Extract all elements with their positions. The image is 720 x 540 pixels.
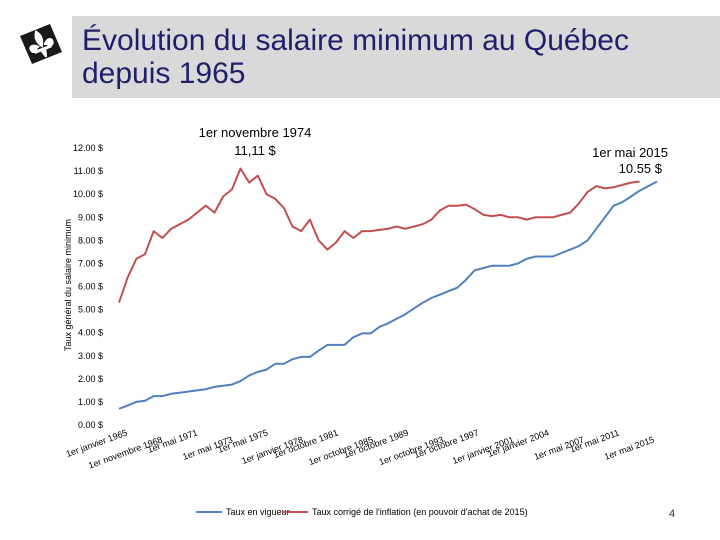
title-line-1: Évolution du salaire minimum au Québec — [82, 24, 629, 57]
slide-title: Évolution du salaire minimum au Québec d… — [82, 24, 629, 90]
annotation-2015-line2: 10.55 $ — [619, 161, 663, 176]
legend-label-taux-corrige: Taux corrigé de l'inflation (en pouvoir … — [312, 507, 528, 517]
y-tick-label: 11.00 $ — [74, 166, 103, 176]
y-tick-label: 1.00 $ — [78, 397, 103, 407]
legend: Taux en vigueur Taux corrigé de l'inflat… — [196, 507, 528, 517]
y-tick-label: 7.00 $ — [78, 258, 103, 268]
plot-area — [118, 167, 658, 410]
series-line-taux-en-vigueur — [118, 180, 658, 410]
y-tick-label: 8.00 $ — [78, 235, 103, 245]
y-tick-label: 3.00 $ — [78, 351, 103, 361]
y-axis-label: Taux général du salaire minimum — [63, 219, 73, 351]
legend-label-taux-en-vigueur: Taux en vigueur — [226, 507, 290, 517]
y-tick-label: 2.00 $ — [78, 374, 103, 384]
series-line-taux-corrige — [118, 167, 640, 304]
title-line-2: depuis 1965 — [82, 57, 246, 90]
y-tick-label: 5.00 $ — [78, 305, 103, 315]
annotation-2015-line1: 1er mai 2015 — [592, 145, 668, 160]
title-band — [72, 16, 720, 98]
annotation-1974-line2: 11,11 $ — [234, 143, 276, 158]
fleur-de-lis-icon — [20, 24, 62, 64]
y-axis: 0.00 $ 1.00 $ 2.00 $ 3.00 $ 4.00 $ 5.00 $ 6.00… — [73, 143, 103, 430]
y-tick-label: 10.00 $ — [73, 189, 103, 199]
y-tick-label: 4.00 $ — [78, 328, 103, 338]
annotation-1974-line1: 1er novembre 1974 — [199, 125, 312, 140]
page-number: 4 — [669, 508, 676, 520]
y-tick-label: 9.00 $ — [78, 212, 103, 222]
y-tick-label: 12.00 $ — [73, 143, 103, 153]
y-tick-label: 0.00 $ — [78, 420, 103, 430]
y-tick-label: 6.00 $ — [78, 282, 103, 292]
